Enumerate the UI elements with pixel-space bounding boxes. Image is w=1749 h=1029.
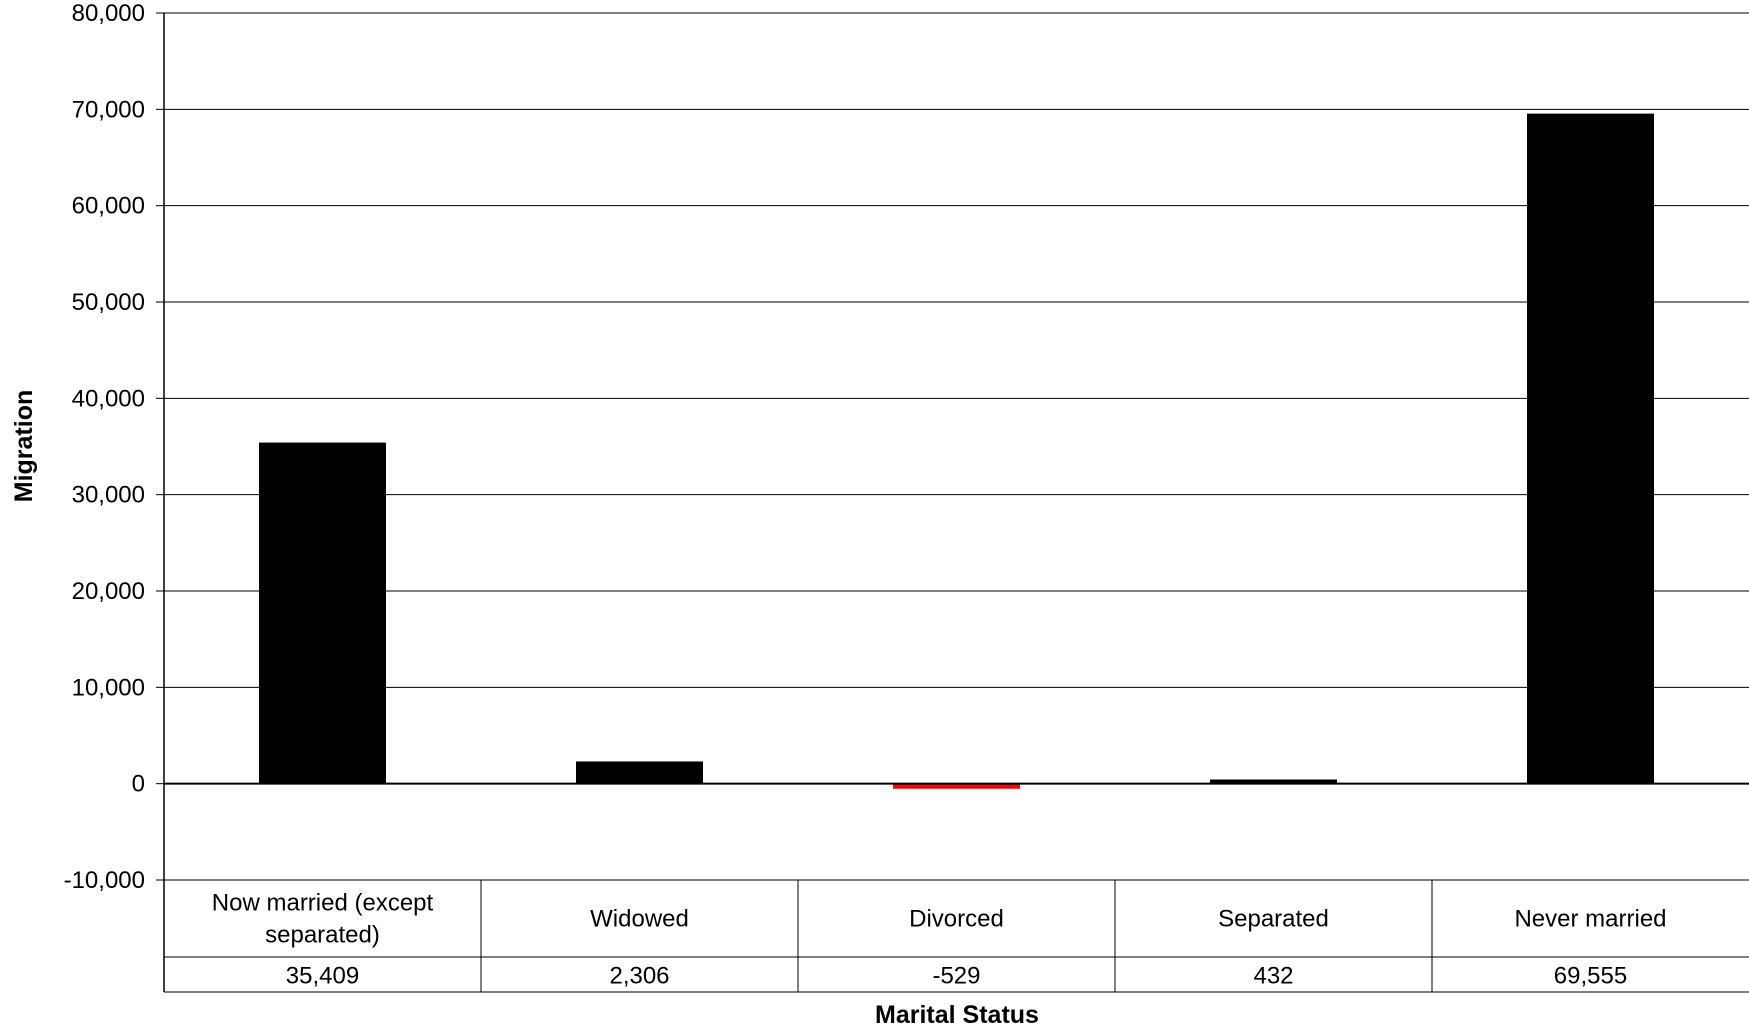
y-tick-label: 50,000 [72,289,145,316]
y-tick-label: 40,000 [72,385,145,412]
y-tick-label: 60,000 [72,193,145,220]
bar [893,783,1020,789]
value-label: 432 [1253,963,1293,990]
x-axis-label: Marital Status [875,1001,1039,1029]
y-tick-label: 30,000 [72,482,145,509]
category-label: Now married (except separated) [212,890,434,949]
category-label: Never married [1514,906,1666,933]
y-axis-label: Migration [10,390,38,503]
y-tick-label: -10,000 [64,867,145,894]
value-label: -529 [932,963,980,990]
y-axis-ticks: 80,000 70,000 60,000 50,000 40,000 30,000 20,0… [64,0,164,894]
bars [164,113,1749,789]
data-table: Now married (except separated) Widowed Divo… [164,879,1749,993]
bar [259,442,386,784]
category-label: Widowed [590,906,689,933]
y-tick-label: 10,000 [72,674,145,701]
y-tick-label: 0 [132,771,145,798]
bar [1210,779,1337,784]
value-label: 69,555 [1554,963,1627,990]
bar [1527,113,1654,784]
y-tick-label: 20,000 [72,578,145,605]
category-label: Divorced [909,906,1004,933]
value-label: 2,306 [609,963,669,990]
y-tick-label: 80,000 [72,0,145,27]
category-label: Separated [1218,906,1329,933]
value-label: 35,409 [286,963,359,990]
y-tick-label: 70,000 [72,96,145,123]
gridlines [163,12,1749,992]
bar [576,761,703,784]
